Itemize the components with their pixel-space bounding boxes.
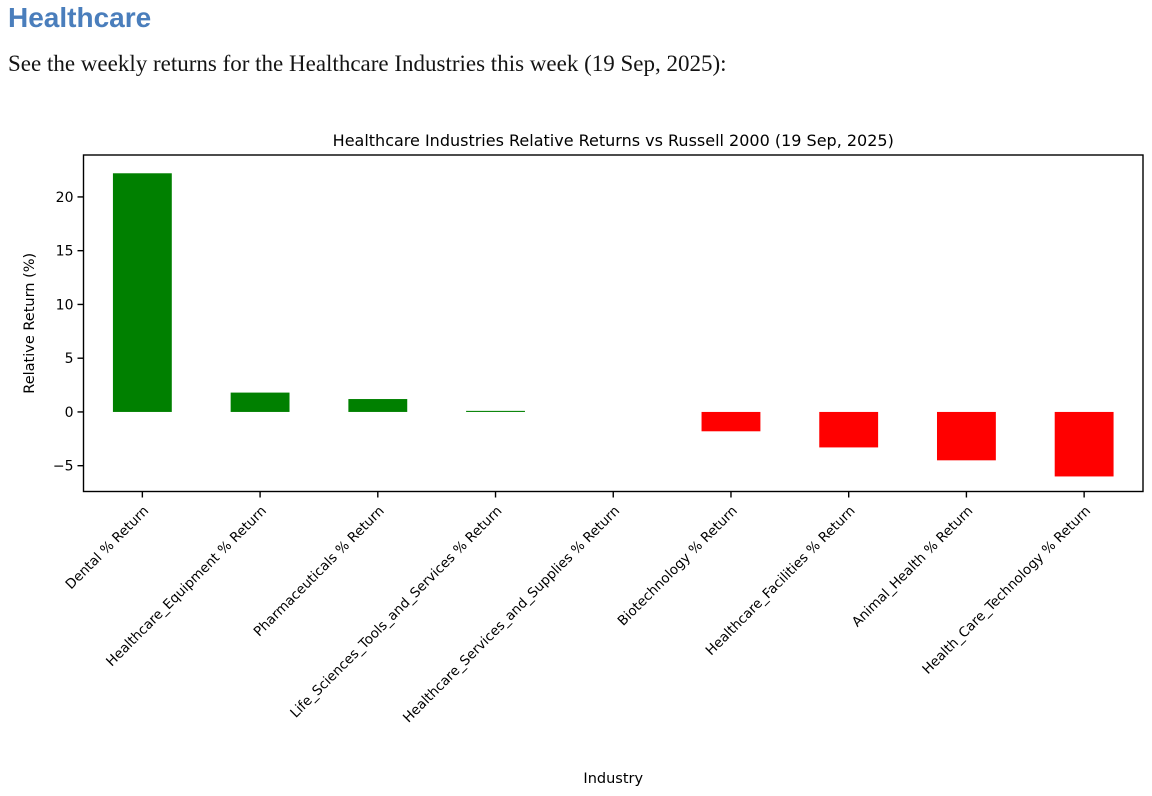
y-tick-label: 0 (65, 405, 74, 421)
bar (348, 399, 408, 412)
bar (701, 411, 761, 432)
y-tick-label: 5 (65, 351, 74, 367)
x-tick-label: Biotechnology % Return (615, 503, 741, 629)
bar (819, 411, 879, 448)
page-title: Healthcare (8, 2, 152, 33)
y-tick-label: 20 (56, 190, 74, 206)
y-tick-label: −5 (53, 459, 74, 475)
intro-text: See the weekly returns for the Healthcar… (8, 51, 727, 76)
x-tick-label: Pharmaceuticals % Return (251, 503, 388, 640)
bar (230, 392, 290, 412)
healthcare-returns-chart: Healthcare Industries Relative Returns v… (0, 125, 1152, 796)
bar-chart-canvas: Healthcare Industries Relative Returns v… (22, 131, 1144, 787)
x-tick-label: Life_Sciences_Tools_and_Services % Retur… (287, 503, 505, 721)
y-axis-title: Relative Return (%) (22, 253, 38, 394)
x-tick-label: Dental % Return (63, 503, 153, 593)
y-tick-label: 10 (56, 297, 74, 313)
x-tick-label: Healthcare_Services_and_Supplies % Retur… (400, 503, 623, 726)
bar (466, 410, 525, 412)
x-axis-title: Industry (583, 771, 643, 787)
bar (112, 173, 172, 412)
bar (1054, 411, 1114, 477)
y-tick-label: 15 (56, 244, 74, 260)
bar (936, 411, 996, 461)
x-tick-label: Animal_Health % Return (849, 503, 976, 630)
chart-title: Healthcare Industries Relative Returns v… (333, 131, 894, 150)
